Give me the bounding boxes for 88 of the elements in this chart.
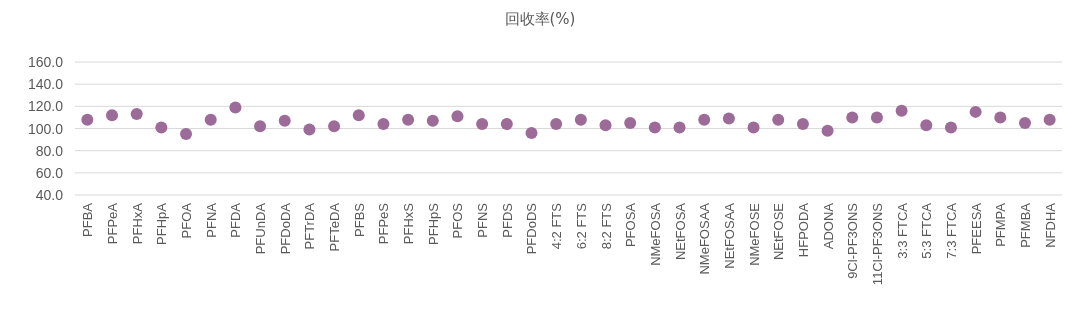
point bbox=[500, 118, 513, 131]
point bbox=[229, 101, 242, 114]
x-tick-label: NEtFOSA bbox=[672, 202, 688, 261]
y-tick-label: 160.0 bbox=[27, 54, 64, 70]
x-tick-label: PFTrDA bbox=[302, 202, 318, 250]
point bbox=[969, 105, 982, 118]
point bbox=[525, 126, 538, 139]
point bbox=[796, 118, 809, 131]
point bbox=[377, 118, 390, 131]
point bbox=[180, 128, 193, 141]
x-tick-label: PFHpA bbox=[154, 202, 170, 245]
x-tick-label: PFMBA bbox=[1017, 202, 1033, 248]
point bbox=[994, 111, 1007, 124]
y-tick-label: 60.0 bbox=[35, 164, 64, 181]
point bbox=[476, 118, 489, 131]
x-tick-label: PFPeA bbox=[105, 202, 121, 245]
x-tick-label: PFUnDA bbox=[253, 202, 269, 255]
x-tick-label: NMeFOSA bbox=[647, 202, 663, 266]
x-tick-label: PFNA bbox=[203, 202, 219, 238]
point bbox=[81, 113, 94, 126]
point bbox=[624, 116, 637, 129]
point bbox=[254, 120, 267, 133]
point bbox=[574, 113, 587, 126]
point bbox=[698, 113, 711, 126]
x-tick-label: NEtFOSAA bbox=[721, 202, 737, 269]
x-tick-label: PFEESA bbox=[968, 202, 984, 255]
point bbox=[402, 113, 415, 126]
chart-title: 回收率(%) bbox=[504, 10, 576, 28]
x-tick-label: ADONA bbox=[820, 202, 836, 250]
x-tick-label: PFOSA bbox=[623, 202, 639, 248]
x-tick-label: PFHxS bbox=[401, 202, 417, 245]
x-tick-label: NMeFOSE bbox=[746, 202, 762, 266]
y-tick-label: 100.0 bbox=[27, 120, 64, 137]
x-tick-label: 11Cl-PF3ONS bbox=[869, 202, 885, 286]
x-tick-label: PFHxA bbox=[129, 202, 145, 245]
point bbox=[821, 124, 834, 137]
x-tick-label: 4:2 FTS bbox=[549, 202, 565, 250]
x-tick-label: 7:3 FTCA bbox=[943, 202, 959, 259]
x-tick-label: PFDoDS bbox=[524, 202, 540, 255]
point bbox=[550, 118, 563, 131]
x-tick-label: 5:3 FTCA bbox=[919, 202, 935, 259]
x-tick-label: NMeFOSAA bbox=[697, 202, 713, 275]
x-tick-label: PFDS bbox=[499, 202, 515, 238]
x-tick-label: NFDHA bbox=[1042, 202, 1058, 248]
x-tick-label: PFMPA bbox=[993, 202, 1009, 247]
x-tick-label: 3:3 FTCA bbox=[894, 202, 910, 259]
point bbox=[895, 104, 908, 117]
point bbox=[747, 121, 760, 134]
point bbox=[648, 121, 661, 134]
x-tick-label: 9Cl-PF3ONS bbox=[845, 202, 861, 279]
point bbox=[772, 113, 785, 126]
point bbox=[870, 111, 883, 124]
point bbox=[599, 119, 612, 132]
x-tick-label: PFPeS bbox=[376, 202, 392, 245]
x-tick-label: PFBA bbox=[80, 202, 96, 237]
x-tick-label: PFOA bbox=[179, 202, 195, 239]
x-tick-label: 6:2 FTS bbox=[573, 202, 589, 250]
point bbox=[426, 114, 439, 127]
point bbox=[1018, 116, 1031, 129]
point bbox=[673, 121, 686, 134]
point bbox=[1043, 113, 1056, 126]
point bbox=[722, 112, 735, 125]
x-tick-label: PFDoDA bbox=[277, 202, 293, 255]
x-tick-label: PFHpS bbox=[425, 202, 441, 245]
point bbox=[328, 120, 341, 133]
point bbox=[278, 114, 291, 127]
y-tick-label: 40.0 bbox=[35, 187, 64, 203]
point bbox=[204, 113, 217, 126]
x-tick-label: 8:2 FTS bbox=[598, 202, 614, 250]
y-tick-label: 80.0 bbox=[35, 142, 64, 159]
x-tick-label: NEtFOSE bbox=[771, 202, 787, 261]
point bbox=[920, 119, 933, 132]
point bbox=[130, 108, 143, 121]
y-tick-label: 120.0 bbox=[27, 98, 64, 115]
point bbox=[451, 110, 464, 123]
x-tick-label: PFDA bbox=[228, 202, 244, 238]
point bbox=[303, 123, 316, 136]
y-tick-label: 140.0 bbox=[27, 76, 64, 93]
point bbox=[106, 109, 119, 122]
point bbox=[352, 109, 365, 122]
x-tick-label: PFBS bbox=[351, 202, 367, 237]
x-tick-label: PFOS bbox=[450, 202, 466, 239]
x-tick-label: PFNS bbox=[475, 202, 491, 238]
x-tick-label: PFTeDA bbox=[327, 202, 343, 252]
point bbox=[944, 121, 957, 134]
x-tick-label: HFPODA bbox=[795, 202, 811, 258]
point bbox=[155, 121, 168, 134]
point bbox=[846, 111, 859, 124]
